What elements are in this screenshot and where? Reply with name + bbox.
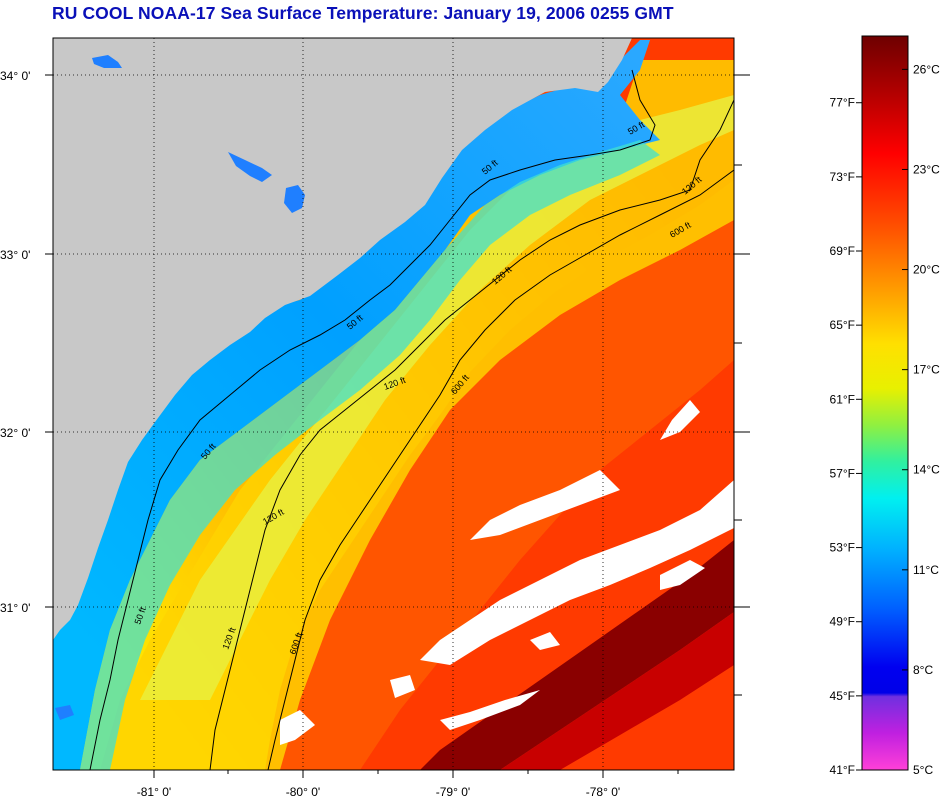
fahrenheit-label: 61°F xyxy=(830,392,855,406)
fahrenheit-label: 49°F xyxy=(830,615,855,629)
map-frame xyxy=(52,37,735,771)
fahrenheit-label: 77°F xyxy=(830,96,855,110)
longitude-label: -78° 0' xyxy=(586,785,620,799)
longitude-label: -80° 0' xyxy=(286,785,320,799)
latitude-label: 31° 0' xyxy=(0,601,30,615)
gulf-stream-core-2 xyxy=(500,612,734,770)
inland-lake xyxy=(228,152,272,182)
celsius-label: 14°C xyxy=(913,463,940,477)
contour-50ft xyxy=(89,69,656,770)
longitude-label: -81° 0' xyxy=(137,785,171,799)
fahrenheit-label: 41°F xyxy=(830,763,855,777)
contour-120ft xyxy=(209,99,734,770)
celsius-label: 26°C xyxy=(913,62,940,76)
fahrenheit-label: 53°F xyxy=(830,541,855,555)
axis-ticks xyxy=(45,74,750,778)
celsius-label: 17°C xyxy=(913,363,940,377)
depth-contours xyxy=(89,69,734,770)
latitude-label: 32° 0' xyxy=(0,426,30,440)
celsius-label: 11°C xyxy=(913,563,939,577)
fahrenheit-label: 65°F xyxy=(830,318,855,332)
longitude-label: -79° 0' xyxy=(436,785,470,799)
celsius-label: 8°C xyxy=(913,663,933,677)
map-title: RU COOL NOAA-17 Sea Surface Temperature:… xyxy=(52,3,674,23)
fahrenheit-labels: 77°F 73°F 69°F 65°F 61°F 57°F 53°F 49°F 45°F 41°F xyxy=(830,96,855,777)
celsius-labels: 26°C 23°C 20°C 17°C 14°C 11°C 8°C 5°C xyxy=(913,62,940,777)
fahrenheit-label: 57°F xyxy=(830,466,855,480)
celsius-label: 5°C xyxy=(913,763,933,777)
latitude-label: 34° 0' xyxy=(0,69,30,83)
colorbar-gradient xyxy=(861,35,909,771)
fahrenheit-label: 73°F xyxy=(830,170,855,184)
latitude-label: 33° 0' xyxy=(0,248,30,262)
coastal-cold-water xyxy=(53,40,660,770)
fahrenheit-label: 45°F xyxy=(830,689,855,703)
fahrenheit-label: 69°F xyxy=(830,244,855,258)
inland-lake xyxy=(55,705,74,720)
celsius-label: 20°C xyxy=(913,263,940,277)
land-mass xyxy=(53,38,632,640)
inland-lake xyxy=(92,55,122,68)
yellow-green-band xyxy=(140,95,734,700)
graticule xyxy=(53,38,734,770)
celsius-label: 23°C xyxy=(913,162,940,176)
inland-lake xyxy=(284,185,305,213)
contour-600ft xyxy=(267,169,734,770)
cloud-cover xyxy=(280,400,734,745)
colorbar-ticks xyxy=(856,68,908,771)
